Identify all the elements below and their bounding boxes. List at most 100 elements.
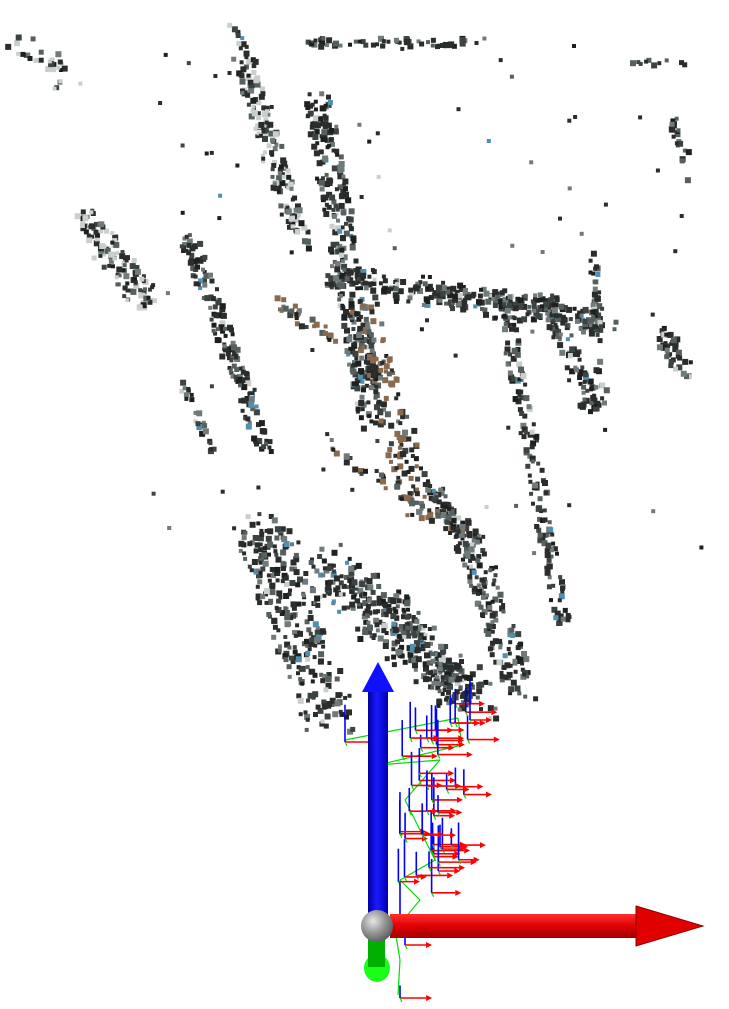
- point: [429, 518, 435, 524]
- point: [197, 241, 203, 247]
- point: [604, 203, 608, 207]
- point: [547, 324, 553, 330]
- point: [319, 658, 324, 663]
- point: [367, 414, 371, 418]
- point: [508, 686, 514, 692]
- trajectory-arrow: [479, 701, 485, 707]
- point: [487, 139, 491, 143]
- point: [529, 492, 533, 496]
- point: [573, 115, 577, 119]
- point: [359, 356, 364, 361]
- point: [415, 488, 419, 492]
- point: [530, 430, 535, 435]
- point: [535, 313, 541, 319]
- point: [326, 676, 332, 682]
- point: [379, 321, 384, 326]
- point: [210, 384, 214, 388]
- point: [395, 649, 401, 655]
- point: [99, 243, 105, 249]
- point: [240, 79, 246, 85]
- trajectory-arrow: [449, 813, 455, 819]
- point: [382, 377, 388, 383]
- point: [375, 415, 379, 419]
- point: [479, 288, 483, 292]
- point: [341, 225, 345, 229]
- point: [372, 294, 378, 300]
- point: [599, 324, 603, 328]
- point: [235, 347, 241, 353]
- point: [546, 533, 550, 537]
- point: [513, 316, 517, 320]
- point: [82, 215, 88, 221]
- point: [358, 368, 364, 374]
- point: [326, 95, 331, 100]
- point: [454, 535, 458, 539]
- point: [540, 468, 545, 473]
- point: [88, 225, 92, 229]
- point: [195, 265, 200, 270]
- point: [386, 452, 392, 458]
- point: [364, 317, 369, 322]
- point: [248, 565, 252, 569]
- point: [567, 308, 572, 313]
- point: [288, 675, 292, 679]
- point: [656, 169, 660, 173]
- point: [657, 61, 661, 65]
- point: [294, 634, 298, 638]
- point: [462, 563, 467, 568]
- point: [344, 459, 350, 465]
- point: [512, 624, 516, 628]
- point: [243, 531, 247, 535]
- point: [350, 488, 354, 492]
- point: [313, 655, 317, 659]
- point: [252, 110, 258, 116]
- point: [487, 605, 492, 610]
- point: [391, 647, 395, 651]
- point: [288, 588, 292, 592]
- point: [675, 141, 679, 145]
- point: [254, 548, 259, 553]
- point: [220, 303, 226, 309]
- point: [493, 716, 499, 722]
- point: [464, 551, 470, 557]
- point: [466, 520, 472, 526]
- point: [386, 608, 392, 614]
- point: [287, 646, 291, 650]
- point: [444, 698, 448, 702]
- point: [404, 39, 410, 45]
- point: [410, 649, 414, 653]
- point: [419, 515, 425, 521]
- point: [258, 122, 264, 128]
- point: [302, 602, 306, 606]
- point: [320, 187, 325, 192]
- point: [341, 259, 345, 263]
- point: [677, 128, 681, 132]
- point: [361, 407, 365, 411]
- point: [498, 592, 504, 598]
- point: [243, 557, 247, 561]
- point: [208, 273, 213, 278]
- point: [298, 677, 302, 681]
- point: [390, 598, 396, 604]
- point: [186, 250, 191, 255]
- point: [593, 279, 598, 284]
- point: [267, 528, 273, 534]
- point: [343, 696, 347, 700]
- point: [276, 599, 281, 604]
- point: [335, 585, 340, 590]
- point: [559, 350, 565, 356]
- point: [345, 276, 350, 281]
- point: [315, 603, 320, 608]
- point: [102, 265, 107, 270]
- point: [341, 315, 347, 321]
- point: [411, 658, 416, 663]
- point: [415, 491, 420, 496]
- point: [400, 435, 406, 441]
- point: [597, 359, 603, 365]
- point: [504, 662, 510, 668]
- trajectory-arrow: [455, 783, 461, 789]
- point: [664, 333, 668, 337]
- point: [532, 483, 538, 489]
